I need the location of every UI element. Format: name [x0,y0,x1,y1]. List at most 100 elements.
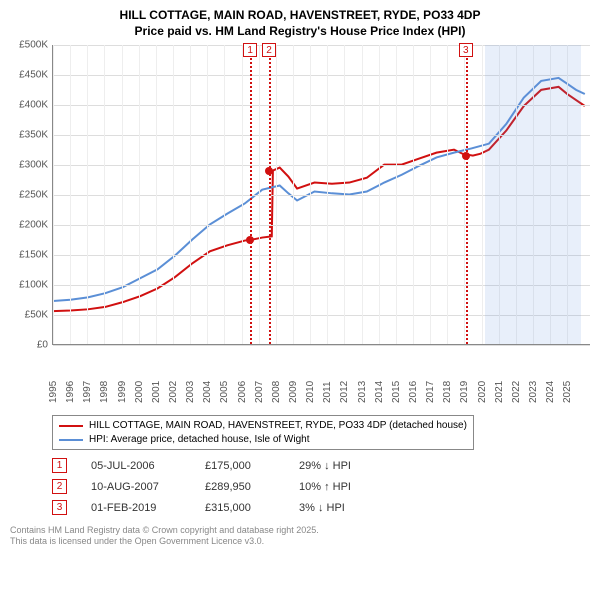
gridline-v [173,45,174,344]
x-tick-label: 2016 [408,381,419,403]
x-tick-label: 2018 [442,381,453,403]
x-tick-label: 2009 [288,381,299,403]
gridline-h [53,345,590,346]
sale-marker-line [466,45,468,344]
gridline-v [482,45,483,344]
x-axis: 1995199619971998199920002001200220032004… [52,375,590,409]
gridline-v [362,45,363,344]
sale-dot [265,167,273,175]
gridline-v [344,45,345,344]
x-tick-label: 2023 [528,381,539,403]
legend-label: HILL COTTAGE, MAIN ROAD, HAVENSTREET, RY… [89,420,467,431]
y-tick-label: £200K [19,220,48,231]
gridline-v [139,45,140,344]
gridline-v [104,45,105,344]
legend-swatch [59,425,83,427]
gridline-v [379,45,380,344]
gridline-v [224,45,225,344]
sales-row-price: £289,950 [205,481,275,493]
plot-area: 12 3 [52,45,590,345]
x-tick-label: 2004 [202,381,213,403]
x-tick-label: 1996 [65,381,76,403]
sale-dot [462,152,470,160]
chart-container: HILL COTTAGE, MAIN ROAD, HAVENSTREET, RY… [0,0,600,590]
y-tick-label: £500K [19,40,48,51]
legend: HILL COTTAGE, MAIN ROAD, HAVENSTREET, RY… [52,415,474,450]
sale-marker-box: 3 [459,43,473,57]
sales-row: 3 01-FEB-2019 £315,000 3% ↓ HPI [52,500,590,515]
gridline-v [122,45,123,344]
sales-row-price: £175,000 [205,460,275,472]
gridline-v [70,45,71,344]
x-tick-label: 2017 [425,381,436,403]
y-tick-label: £100K [19,280,48,291]
sales-row-price: £315,000 [205,502,275,514]
sale-marker-line [250,45,252,344]
sales-row-hpi: 29% ↓ HPI [299,460,379,472]
x-tick-label: 1997 [82,381,93,403]
gridline-v [242,45,243,344]
legend-item-hpi: HPI: Average price, detached house, Isle… [59,434,467,445]
y-tick-label: £150K [19,250,48,261]
gridline-v [156,45,157,344]
x-tick-label: 2000 [134,381,145,403]
x-tick-label: 1998 [99,381,110,403]
gridline-v [396,45,397,344]
x-tick-label: 2001 [151,381,162,403]
chart-area: £0£50K£100K£150K£200K£250K£300K£350K£400… [10,45,590,375]
y-tick-label: £250K [19,190,48,201]
x-tick-label: 2006 [237,381,248,403]
sales-row-marker: 1 [52,458,67,473]
x-tick-label: 2011 [322,382,333,404]
gridline-v [430,45,431,344]
legend-swatch [59,439,83,441]
legend-item-price-paid: HILL COTTAGE, MAIN ROAD, HAVENSTREET, RY… [59,420,467,431]
x-tick-label: 2010 [305,381,316,403]
y-tick-label: £450K [19,70,48,81]
chart-title: HILL COTTAGE, MAIN ROAD, HAVENSTREET, RY… [10,8,590,39]
footer-line-2: This data is licensed under the Open Gov… [10,536,590,547]
gridline-v [276,45,277,344]
gridline-v [447,45,448,344]
footer-line-1: Contains HM Land Registry data © Crown c… [10,525,590,536]
sale-dot [246,236,254,244]
y-axis: £0£50K£100K£150K£200K£250K£300K£350K£400… [10,45,52,345]
gridline-v [293,45,294,344]
x-tick-label: 2021 [494,381,505,403]
sales-table: 1 05-JUL-2006 £175,000 29% ↓ HPI 2 10-AUG-200… [52,458,590,521]
x-tick-label: 2002 [168,381,179,403]
sales-row-date: 10-AUG-2007 [91,481,181,493]
y-tick-label: £300K [19,160,48,171]
sales-row-date: 01-FEB-2019 [91,502,181,514]
x-tick-label: 2019 [459,381,470,403]
gridline-v [259,45,260,344]
x-tick-label: 2024 [545,381,556,403]
sale-marker-box: 1 [243,43,257,57]
sales-row: 2 10-AUG-2007 £289,950 10% ↑ HPI [52,479,590,494]
gridline-v [207,45,208,344]
x-tick-label: 2013 [357,381,368,403]
title-line-1: HILL COTTAGE, MAIN ROAD, HAVENSTREET, RY… [10,8,590,24]
y-tick-label: £0 [37,340,48,351]
sale-marker-line [269,45,271,344]
attribution-footer: Contains HM Land Registry data © Crown c… [10,525,590,547]
sales-row-date: 05-JUL-2006 [91,460,181,472]
x-tick-label: 2005 [219,381,230,403]
x-tick-label: 1995 [48,381,59,403]
x-tick-label: 2015 [391,381,402,403]
x-tick-label: 2003 [185,381,196,403]
sale-marker-box: 2 [262,43,276,57]
y-tick-label: £50K [25,310,48,321]
sales-row-hpi: 10% ↑ HPI [299,481,379,493]
x-tick-label: 2008 [271,381,282,403]
sales-row-hpi: 3% ↓ HPI [299,502,379,514]
legend-label: HPI: Average price, detached house, Isle… [89,434,310,445]
gridline-v [327,45,328,344]
x-tick-label: 2025 [562,381,573,403]
gridline-v [413,45,414,344]
x-tick-label: 2012 [339,381,350,403]
x-tick-label: 2007 [254,381,265,403]
sales-row-marker: 3 [52,500,67,515]
gridline-v [87,45,88,344]
sales-row-marker: 2 [52,479,67,494]
